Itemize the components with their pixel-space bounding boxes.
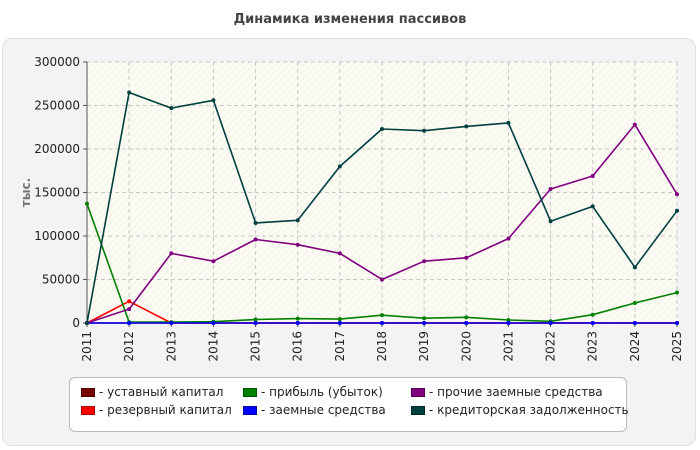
series-point-2 — [632, 300, 637, 305]
legend-item: - прибыль (убыток) — [243, 385, 383, 399]
series-point-4 — [127, 307, 132, 312]
legend-item: - кредиторская задолженность — [411, 403, 629, 417]
legend-swatch — [81, 387, 95, 397]
series-point-3 — [590, 321, 595, 325]
series-point-3 — [127, 321, 132, 325]
series-point-4 — [253, 237, 258, 242]
y-tick-label: 100000 — [34, 229, 80, 243]
series-point-5 — [422, 128, 427, 133]
series-point-3 — [632, 321, 637, 325]
legend-swatch — [411, 387, 425, 397]
series-point-5 — [337, 164, 342, 169]
series-point-4 — [590, 173, 595, 178]
series-point-5 — [127, 90, 132, 95]
series-point-2 — [464, 315, 469, 320]
series-point-3 — [211, 321, 216, 325]
series-point-2 — [85, 201, 89, 206]
y-tick-label: 250000 — [34, 99, 80, 113]
series-point-4 — [169, 251, 174, 256]
legend-swatch — [243, 405, 257, 415]
x-tick-label: 2021 — [501, 331, 515, 362]
chart-title: Динамика изменения пассивов — [233, 12, 467, 27]
legend-label: - прочие заемные средства — [429, 385, 603, 399]
y-tick-label: 50000 — [42, 273, 80, 287]
series-point-2 — [422, 316, 427, 321]
legend-label: - заемные средства — [261, 403, 386, 417]
x-tick-label: 2012 — [122, 331, 136, 362]
y-tick-label: 150000 — [34, 186, 80, 200]
y-tick-label: 0 — [72, 316, 80, 330]
legend-swatch — [81, 405, 95, 415]
legend-item: - резервный капитал — [81, 403, 232, 417]
series-point-4 — [211, 259, 216, 264]
x-tick-label: 2016 — [291, 331, 305, 362]
legend-item: - прочие заемные средства — [411, 385, 603, 399]
legend-swatch — [411, 405, 425, 415]
y-tick-label: 200000 — [34, 142, 80, 156]
series-point-5 — [464, 124, 469, 129]
series-point-4 — [548, 187, 553, 192]
series-point-2 — [253, 317, 258, 322]
series-point-4 — [464, 255, 469, 260]
legend-label: - уставный капитал — [99, 385, 224, 399]
series-point-5 — [590, 204, 595, 209]
series-point-2 — [295, 316, 300, 321]
series-point-5 — [506, 120, 511, 125]
series-point-5 — [169, 106, 174, 111]
y-tick-label: 300000 — [34, 55, 80, 69]
legend-label: - прибыль (убыток) — [261, 385, 383, 399]
series-point-5 — [675, 208, 679, 213]
x-tick-label: 2022 — [544, 331, 558, 362]
legend-item: - заемные средства — [243, 403, 386, 417]
series-point-4 — [380, 277, 384, 282]
x-tick-label: 2013 — [164, 331, 178, 362]
series-point-2 — [506, 317, 511, 322]
legend-label: - кредиторская задолженность — [429, 403, 629, 417]
series-point-3 — [337, 321, 342, 325]
x-tick-label: 2017 — [333, 331, 347, 362]
x-tick-label: 2015 — [249, 331, 263, 362]
series-point-3 — [675, 321, 679, 325]
series-point-3 — [464, 321, 469, 325]
x-tick-label: 2018 — [375, 331, 389, 362]
series-point-5 — [548, 219, 553, 224]
x-tick-label: 2014 — [206, 331, 220, 362]
x-tick-label: 2011 — [80, 331, 94, 362]
series-point-5 — [211, 98, 216, 103]
series-point-1 — [127, 299, 132, 304]
series-point-3 — [295, 321, 300, 325]
series-point-4 — [422, 259, 427, 264]
chart-legend: - уставный капитал - резервный капитал - п… — [69, 377, 629, 432]
x-tick-label: 2019 — [417, 331, 431, 362]
series-point-2 — [337, 317, 342, 322]
series-point-5 — [85, 321, 89, 325]
x-tick-label: 2023 — [586, 331, 600, 362]
legend-item: - уставный капитал — [81, 385, 223, 399]
series-point-5 — [380, 126, 384, 131]
series-point-2 — [380, 313, 384, 318]
series-point-3 — [253, 321, 258, 325]
series-point-2 — [590, 312, 595, 317]
legend-label: - резервный капитал — [99, 403, 232, 417]
legend-swatch — [243, 387, 257, 397]
series-point-4 — [632, 122, 637, 127]
x-tick-label: 2025 — [670, 331, 684, 362]
series-point-4 — [506, 236, 511, 241]
series-point-5 — [295, 218, 300, 223]
series-point-3 — [169, 321, 174, 325]
series-point-3 — [422, 321, 427, 325]
series-point-4 — [675, 192, 679, 197]
series-point-2 — [675, 290, 679, 295]
series-point-5 — [632, 265, 637, 270]
y-axis-label: тыс. — [19, 178, 33, 207]
series-point-3 — [380, 321, 384, 325]
x-tick-label: 2020 — [459, 331, 473, 362]
series-point-4 — [295, 242, 300, 247]
series-point-5 — [253, 220, 258, 225]
series-point-3 — [506, 321, 511, 325]
series-point-4 — [337, 251, 342, 256]
series-point-3 — [548, 321, 553, 325]
x-tick-label: 2024 — [628, 331, 642, 362]
